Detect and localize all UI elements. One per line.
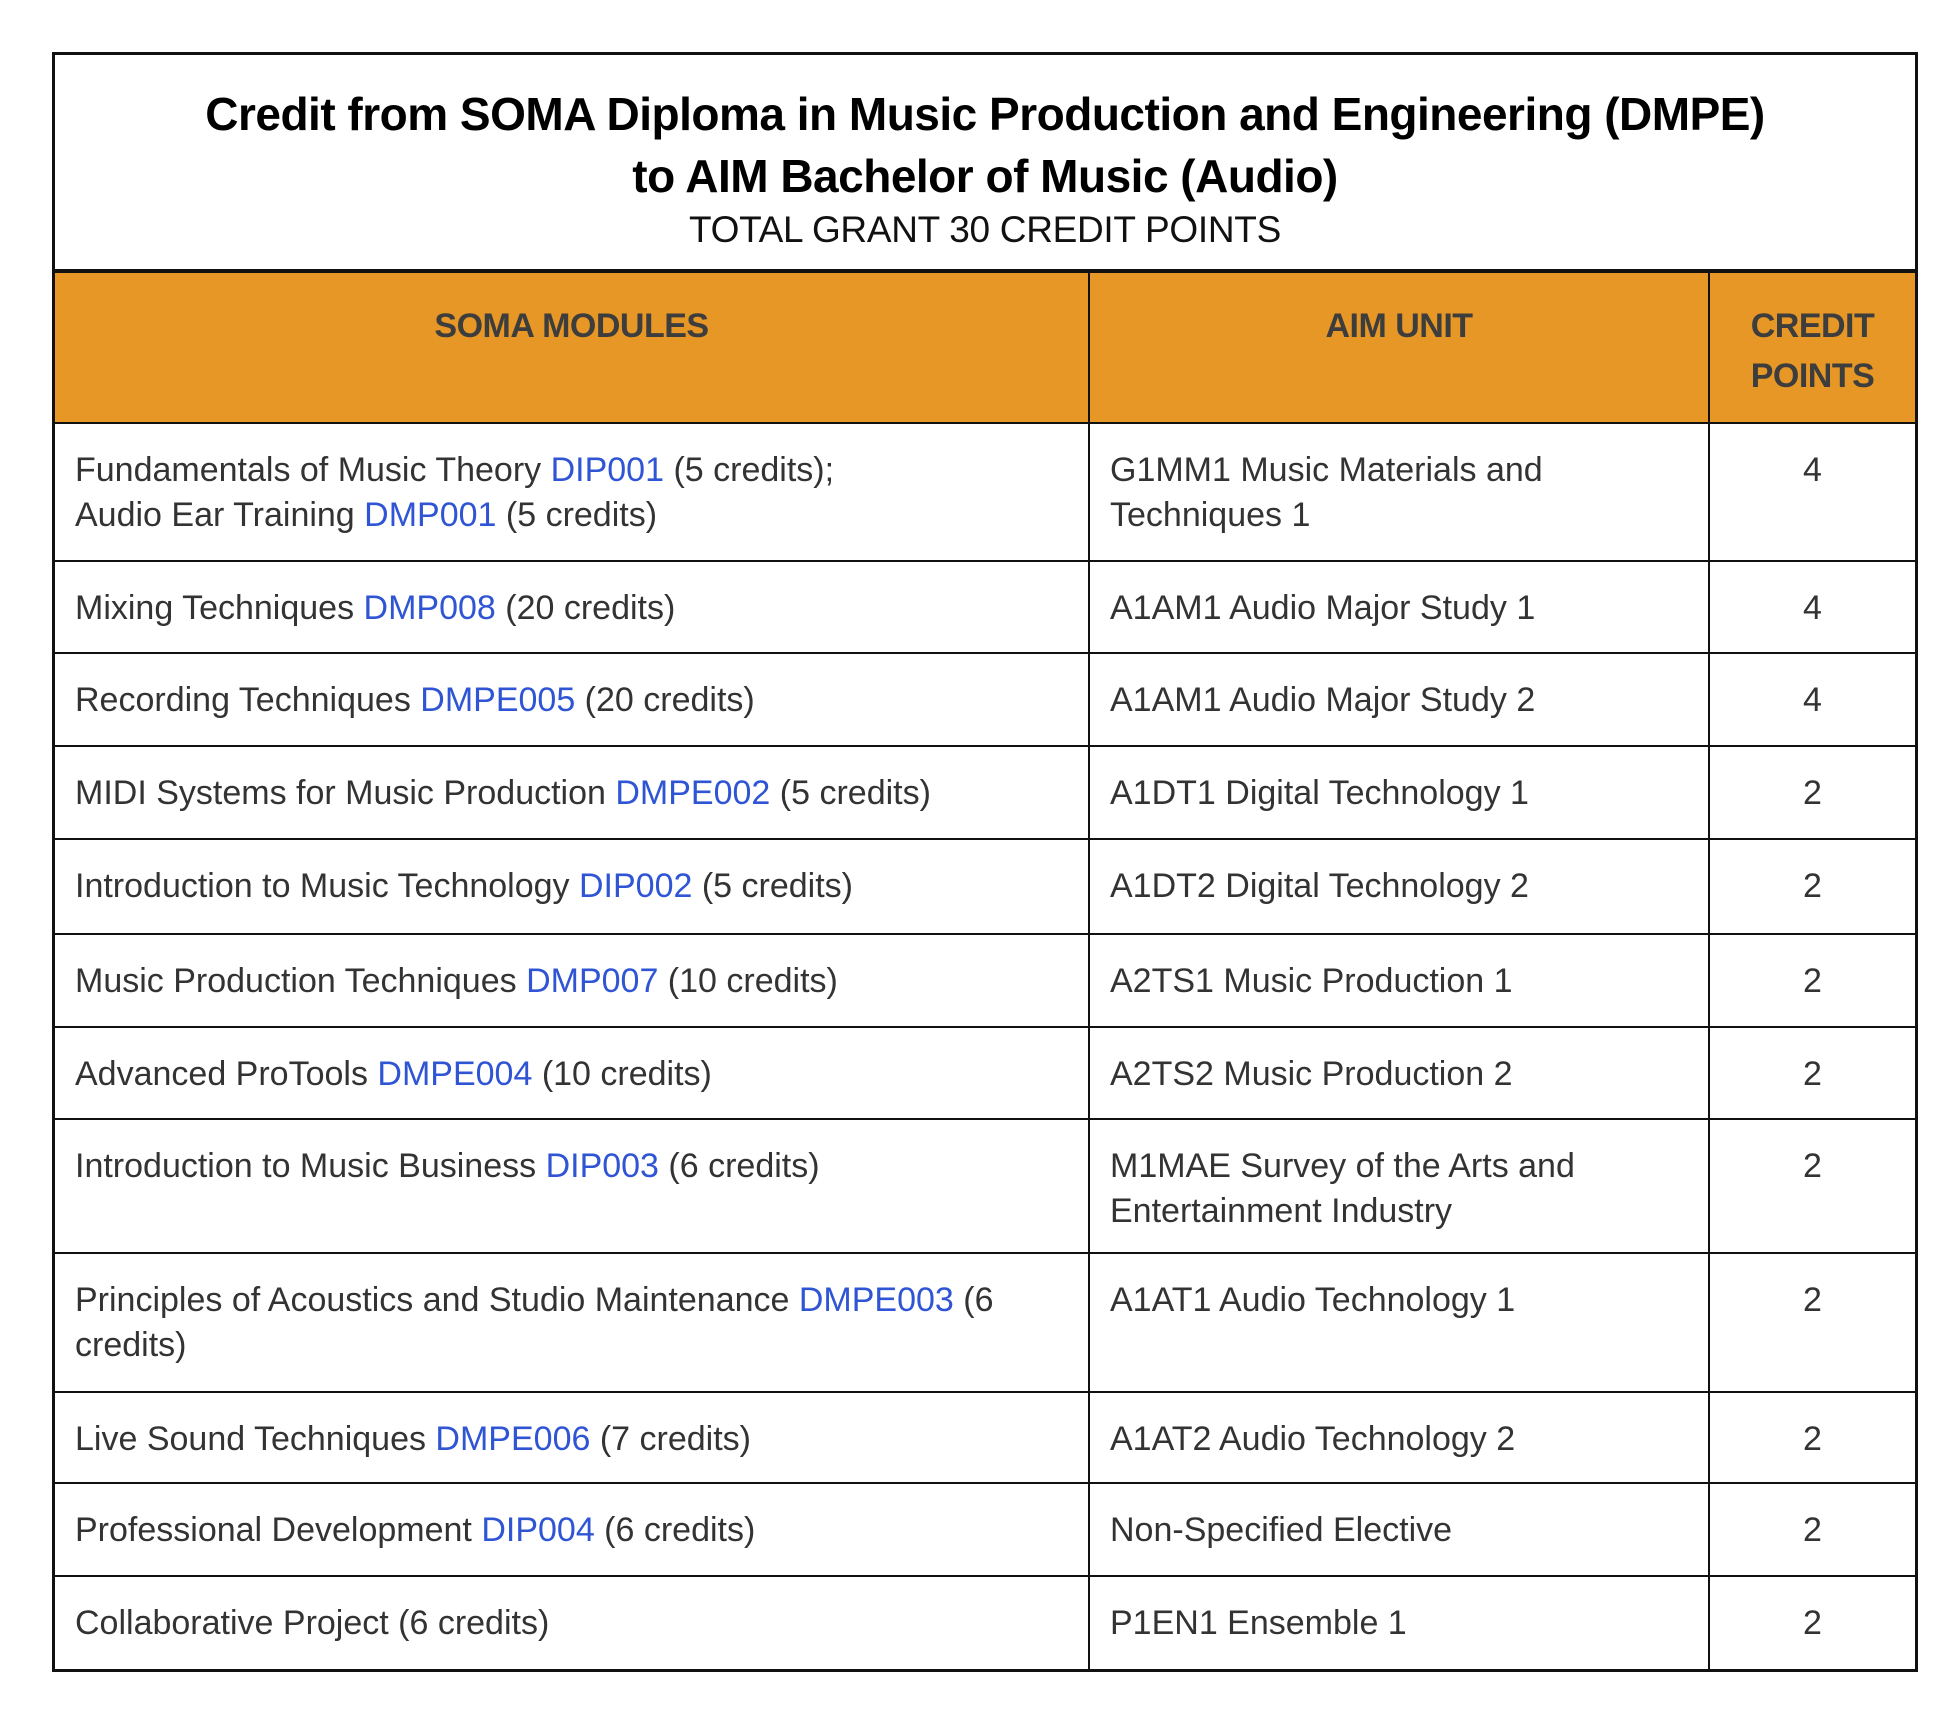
header-soma-modules: SOMA MODULES [55,273,1090,424]
header-aim-unit: AIM UNIT [1088,273,1710,424]
module-name: Audio Ear Training [75,496,365,534]
soma-module-cell: Introduction to Music Technology DIP002 … [55,838,1090,935]
table-row: Recording Techniques DMPE005 (20 credits… [55,652,1915,747]
module-name: Collaborative Project (6 credits) [75,1604,550,1642]
aim-unit-cell: A1DT1 Digital Technology 1 [1088,745,1710,840]
aim-unit-cell: G1MM1 Music Materials and Techniques 1 [1088,422,1710,562]
credit-points-cell: 2 [1708,933,1915,1028]
credit-table: SOMA MODULES AIM UNIT CREDIT POINTS Funda… [55,273,1915,1669]
credit-points-cell: 4 [1708,422,1915,562]
table-row: Principles of Acoustics and Studio Maint… [55,1252,1915,1393]
module-name: Recording Techniques [75,681,421,719]
module-credits: (5 credits) [770,774,931,812]
aim-unit-cell: A1AT1 Audio Technology 1 [1088,1252,1710,1393]
module-credits: (10 credits) [532,1055,712,1093]
module-code: DMPE006 [435,1420,591,1458]
table-row: Fundamentals of Music Theory DIP001 (5 c… [55,422,1915,562]
header-credit-line2: POINTS [1750,357,1875,395]
module-credits: (6 credits) [658,1147,820,1185]
header-credit-line1: CREDIT [1750,307,1875,345]
soma-module-cell: MIDI Systems for Music Production DMPE00… [55,745,1090,840]
aim-unit-cell: A1DT2 Digital Technology 2 [1088,838,1710,935]
credit-points-cell: 2 [1708,1391,1915,1484]
aim-unit-cell: A1AT2 Audio Technology 2 [1088,1391,1710,1484]
module-name: Advanced ProTools [75,1055,378,1093]
module-credits: (10 credits) [658,962,838,1000]
module-code: DMP007 [526,962,659,1000]
table-row: Live Sound Techniques DMPE006 (7 credits… [55,1391,1915,1484]
module-credits: (20 credits) [575,681,755,719]
module-name: Fundamentals of Music Theory [75,451,551,489]
module-code: DMPE004 [377,1055,533,1093]
aim-unit-cell: A2TS1 Music Production 1 [1088,933,1710,1028]
table-row: Introduction to Music Technology DIP002 … [55,838,1915,935]
module-credits: (6 credits) [75,1281,994,1364]
credit-points-cell: 2 [1708,1575,1915,1669]
aim-unit-cell: M1MAE Survey of the Arts and Entertainme… [1088,1118,1710,1254]
soma-module-cell: Mixing Techniques DMP008 (20 credits) [55,560,1090,654]
table-row: Professional Development DIP004 (6 credi… [55,1482,1915,1577]
module-code: DIP001 [550,451,664,489]
table-row: Music Production Techniques DMP007 (10 c… [55,933,1915,1028]
module-code: DIP002 [579,867,693,905]
aim-unit-cell: P1EN1 Ensemble 1 [1088,1575,1710,1669]
aim-unit-cell: A1AM1 Audio Major Study 2 [1088,652,1710,747]
module-name: Introduction to Music Technology [75,867,579,905]
title-line-2: to AIM Bachelor of Music (Audio) [632,150,1338,202]
subtitle: TOTAL GRANT 30 CREDIT POINTS [689,209,1281,250]
soma-module-cell: Music Production Techniques DMP007 (10 c… [55,933,1090,1028]
header-credit-points: CREDIT POINTS [1708,273,1915,424]
soma-module-cell: Professional Development DIP004 (6 credi… [55,1482,1090,1577]
module-code: DMPE002 [615,774,771,812]
module-name: Mixing Techniques [75,589,364,627]
module-credits: (5 credits); [664,451,835,489]
table-row: Collaborative Project (6 credits) P1EN1 E… [55,1575,1915,1669]
credit-points-cell: 2 [1708,1252,1915,1393]
module-code: DMPE003 [798,1281,954,1319]
credit-table-frame: Credit from SOMA Diploma in Music Produc… [52,52,1918,1672]
module-code: DMPE005 [420,681,576,719]
soma-module-cell: Collaborative Project (6 credits) [55,1575,1090,1669]
soma-module-cell: Live Sound Techniques DMPE006 (7 credits… [55,1391,1090,1484]
module-credits: (20 credits) [495,589,676,627]
table-row: Mixing Techniques DMP008 (20 credits) A1A… [55,560,1915,654]
aim-unit-cell: A1AM1 Audio Major Study 1 [1088,560,1710,654]
title-line-1: Credit from SOMA Diploma in Music Produc… [205,88,1765,140]
soma-module-cell: Principles of Acoustics and Studio Maint… [55,1252,1090,1393]
module-name: Principles of Acoustics and Studio Maint… [75,1281,799,1319]
table-row: Advanced ProTools DMPE004 (10 credits) A2… [55,1026,1915,1120]
credit-points-cell: 2 [1708,1026,1915,1120]
credit-points-cell: 2 [1708,745,1915,840]
credit-points-cell: 2 [1708,1482,1915,1577]
title-block: Credit from SOMA Diploma in Music Produc… [55,55,1915,273]
credit-points-cell: 2 [1708,838,1915,935]
header-row: SOMA MODULES AIM UNIT CREDIT POINTS [55,273,1915,424]
module-code: DIP003 [545,1147,659,1185]
module-name: Introduction to Music Business [75,1147,546,1185]
module-name: Professional Development [75,1511,482,1549]
credit-points-cell: 2 [1708,1118,1915,1254]
module-name: Music Production Techniques [75,962,527,1000]
soma-module-cell: Recording Techniques DMPE005 (20 credits… [55,652,1090,747]
module-credits: (7 credits) [590,1420,751,1458]
module-code: DMP001 [364,496,497,534]
module-name: MIDI Systems for Music Production [75,774,616,812]
credit-points-cell: 4 [1708,652,1915,747]
soma-module-cell: Advanced ProTools DMPE004 (10 credits) [55,1026,1090,1120]
credit-points-cell: 4 [1708,560,1915,654]
module-credits: (5 credits) [692,867,853,905]
module-code: DMP008 [363,589,496,627]
module-credits: (5 credits) [496,496,658,534]
aim-unit-cell: A2TS2 Music Production 2 [1088,1026,1710,1120]
aim-unit-cell: Non-Specified Elective [1088,1482,1710,1577]
module-credits: (6 credits) [594,1511,756,1549]
soma-module-cell: Introduction to Music Business DIP003 (6… [55,1118,1090,1254]
module-code: DIP004 [481,1511,595,1549]
table-row: MIDI Systems for Music Production DMPE00… [55,745,1915,840]
soma-module-cell: Fundamentals of Music Theory DIP001 (5 c… [55,422,1090,562]
table-row: Introduction to Music Business DIP003 (6… [55,1118,1915,1254]
module-name: Live Sound Techniques [75,1420,436,1458]
